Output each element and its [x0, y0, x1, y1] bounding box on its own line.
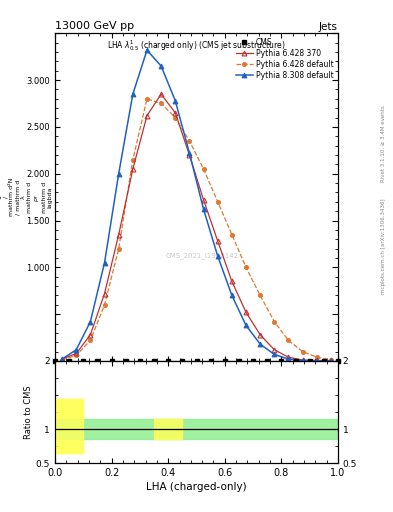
Pythia 8.308 default — [258, 341, 263, 347]
Y-axis label: 1
/
mathrm d²N
/ mathrm d
λ
mathrm d
$p_T$
mathrm d
lagbda: 1 / mathrm d²N / mathrm d λ mathrm d $p_… — [0, 178, 52, 216]
Legend: CMS, Pythia 6.428 370, Pythia 6.428 default, Pythia 8.308 default: CMS, Pythia 6.428 370, Pythia 6.428 defa… — [233, 35, 336, 82]
Pythia 6.428 default — [187, 138, 192, 144]
Pythia 6.428 default — [88, 337, 93, 344]
CMS — [321, 358, 326, 364]
Pythia 6.428 default — [272, 318, 277, 325]
Pythia 6.428 default — [102, 302, 107, 308]
CMS — [109, 358, 114, 364]
Pythia 6.428 default — [258, 292, 263, 298]
Pythia 6.428 370 — [258, 332, 263, 338]
Pythia 8.308 default — [286, 356, 291, 362]
Pythia 6.428 370 — [187, 152, 192, 158]
Pythia 6.428 default — [130, 157, 135, 163]
CMS — [251, 358, 255, 364]
Pythia 6.428 default — [173, 115, 178, 121]
Pythia 8.308 default — [116, 170, 121, 177]
Pythia 6.428 370 — [102, 290, 107, 296]
Pythia 6.428 default — [60, 357, 64, 363]
Text: Rivet 3.1.10, ≥ 3.4M events: Rivet 3.1.10, ≥ 3.4M events — [381, 105, 386, 182]
Pythia 8.308 default — [173, 98, 178, 104]
Pythia 8.308 default — [74, 347, 79, 353]
Pythia 8.308 default — [88, 318, 93, 325]
Pythia 8.308 default — [201, 206, 206, 212]
Pythia 6.428 370 — [272, 347, 277, 353]
CMS — [307, 358, 312, 364]
Pythia 6.428 default — [159, 100, 163, 106]
CMS — [53, 358, 57, 364]
Pythia 6.428 default — [300, 349, 305, 355]
CMS — [336, 358, 340, 364]
Text: Jets: Jets — [319, 22, 338, 32]
CMS — [194, 358, 199, 364]
Pythia 6.428 370 — [159, 91, 163, 97]
Text: mcplots.cern.ch [arXiv:1306.3436]: mcplots.cern.ch [arXiv:1306.3436] — [381, 198, 386, 293]
Pythia 6.428 default — [74, 352, 79, 358]
Pythia 6.428 370 — [230, 279, 234, 285]
Pythia 6.428 370 — [215, 238, 220, 244]
Pythia 6.428 default — [230, 231, 234, 238]
CMS — [208, 358, 213, 364]
Pythia 8.308 default — [272, 351, 277, 357]
Bar — [55, 419, 338, 439]
Y-axis label: Ratio to CMS: Ratio to CMS — [24, 386, 33, 439]
Pythia 8.308 default — [230, 292, 234, 298]
X-axis label: LHA (charged-only): LHA (charged-only) — [146, 482, 247, 493]
CMS — [180, 358, 185, 364]
Pythia 8.308 default — [314, 358, 319, 364]
CMS — [279, 358, 284, 364]
Pythia 8.308 default — [145, 47, 149, 53]
Text: LHA $\lambda^{1}_{0.5}$ (charged only) (CMS jet substructure): LHA $\lambda^{1}_{0.5}$ (charged only) (… — [107, 38, 286, 53]
Pythia 8.308 default — [329, 358, 333, 364]
Line: Pythia 6.428 370: Pythia 6.428 370 — [60, 92, 333, 363]
Pythia 6.428 370 — [286, 354, 291, 360]
Pythia 6.428 370 — [314, 357, 319, 364]
Pythia 6.428 370 — [244, 309, 248, 315]
CMS — [265, 358, 270, 364]
Pythia 8.308 default — [187, 150, 192, 156]
Pythia 6.428 370 — [201, 197, 206, 203]
CMS — [222, 358, 227, 364]
CMS — [123, 358, 128, 364]
Text: 13000 GeV pp: 13000 GeV pp — [55, 21, 134, 31]
Pythia 6.428 370 — [300, 357, 305, 363]
Pythia 6.428 370 — [74, 350, 79, 356]
Pythia 6.428 370 — [130, 166, 135, 172]
Pythia 8.308 default — [60, 356, 64, 362]
Pythia 6.428 370 — [173, 110, 178, 116]
Line: Pythia 6.428 default: Pythia 6.428 default — [60, 97, 333, 362]
Text: CMS_2021_I1920142: CMS_2021_I1920142 — [166, 253, 239, 260]
Pythia 8.308 default — [244, 323, 248, 329]
CMS — [152, 358, 156, 364]
Line: Pythia 8.308 default: Pythia 8.308 default — [60, 48, 333, 364]
Pythia 6.428 default — [329, 357, 333, 363]
CMS — [166, 358, 171, 364]
Pythia 8.308 default — [102, 260, 107, 266]
Pythia 6.428 370 — [60, 356, 64, 362]
Pythia 6.428 default — [215, 199, 220, 205]
Pythia 6.428 370 — [145, 113, 149, 119]
Pythia 8.308 default — [300, 357, 305, 364]
Pythia 6.428 default — [314, 354, 319, 360]
CMS — [237, 358, 241, 364]
Pythia 8.308 default — [159, 63, 163, 69]
Pythia 6.428 default — [244, 264, 248, 270]
Pythia 6.428 370 — [116, 231, 121, 238]
Pythia 8.308 default — [130, 91, 135, 97]
Pythia 6.428 default — [201, 166, 206, 172]
CMS — [81, 358, 86, 364]
CMS — [95, 358, 100, 364]
Pythia 6.428 370 — [329, 357, 333, 364]
Pythia 6.428 default — [116, 246, 121, 252]
CMS — [138, 358, 142, 364]
Line: CMS: CMS — [53, 359, 340, 363]
CMS — [293, 358, 298, 364]
CMS — [67, 358, 72, 364]
Pythia 6.428 default — [145, 96, 149, 102]
Pythia 6.428 370 — [88, 332, 93, 338]
Pythia 8.308 default — [215, 253, 220, 259]
Pythia 6.428 default — [286, 337, 291, 344]
